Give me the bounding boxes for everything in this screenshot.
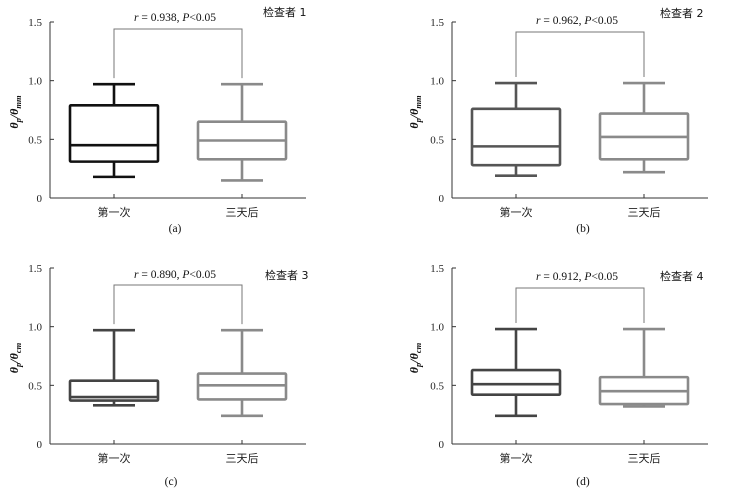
- y-tick-label: 0.5: [28, 134, 42, 146]
- significance-bracket: [113, 28, 243, 79]
- box-after-three-days: [196, 82, 288, 182]
- y-tick-label: 1.5: [28, 263, 42, 275]
- y-tick-label: 0.5: [430, 134, 444, 146]
- chart-panel-2: 0 0.5 1.0 1.5 第一次 三天后 θp/θmm r = 0.962, P<0.05 检…: [407, 6, 708, 235]
- examiner-label: 检查者 1: [263, 5, 307, 19]
- panel-label: (b): [576, 223, 590, 235]
- x-category-label: 第一次: [500, 451, 533, 465]
- correlation-annotation: r = 0.890, P<0.05: [134, 269, 216, 281]
- chart-panel-3: 0 0.5 1.0 1.5 第一次 三天后 θp/θcm r = 0.890, P<0.05 检…: [7, 263, 309, 488]
- y-tick-label: 1.5: [430, 17, 444, 29]
- correlation-annotation: r = 0.912, P<0.05: [536, 271, 618, 283]
- y-tick-label: 1.0: [430, 76, 444, 88]
- y-axis-label: θp/θmm: [407, 95, 423, 129]
- x-category-label: 第一次: [500, 205, 533, 219]
- iqr-box: [68, 379, 160, 402]
- y-tick-label: 1.0: [28, 322, 42, 334]
- correlation-annotation: r = 0.962, P<0.05: [536, 15, 618, 27]
- iqr-box: [470, 107, 562, 167]
- significance-bracket: [113, 284, 243, 325]
- examiner-label: 检查者 4: [660, 269, 704, 283]
- x-category-label: 三天后: [628, 452, 661, 465]
- y-axis-label: θp/θcm: [7, 342, 23, 373]
- x-category-label: 第一次: [98, 205, 131, 219]
- box-first: [470, 327, 562, 418]
- y-tick-label: 0: [439, 439, 445, 451]
- correlation-annotation: r = 0.938, P<0.05: [134, 12, 216, 24]
- y-axis-label: θp/θcm: [407, 342, 423, 373]
- x-category-label: 第一次: [98, 451, 131, 465]
- y-tick-label: 1.5: [430, 263, 444, 275]
- iqr-box: [470, 368, 562, 397]
- y-tick-label: 0.5: [28, 380, 42, 392]
- examiner-label: 检查者 2: [660, 6, 704, 20]
- panel-label: (a): [169, 223, 182, 235]
- y-tick-label: 0: [439, 193, 445, 205]
- x-category-label: 三天后: [226, 452, 259, 465]
- y-tick-label: 1.5: [28, 17, 42, 29]
- y-tick-label: 1.0: [430, 322, 444, 334]
- box-after-three-days: [598, 81, 690, 174]
- y-tick-label: 1.0: [28, 76, 42, 88]
- panel-label: (c): [165, 476, 178, 488]
- x-category-label: 三天后: [226, 206, 259, 219]
- box-first: [470, 81, 562, 178]
- box-first: [68, 82, 160, 179]
- significance-bracket: [515, 287, 645, 324]
- box-after-three-days: [598, 327, 690, 408]
- y-tick-label: 0: [37, 439, 43, 451]
- y-tick-label: 0.5: [430, 380, 444, 392]
- chart-panel-1: 0 0.5 1.0 1.5 第一次 三天后 θp/θmm r = 0.938, P<0.05 检…: [7, 5, 307, 235]
- x-category-label: 三天后: [628, 206, 661, 219]
- box-first: [68, 328, 160, 407]
- panel-label: (d): [576, 476, 590, 488]
- y-axis-label: θp/θmm: [7, 95, 23, 129]
- y-tick-label: 0: [37, 193, 43, 205]
- chart-panel-4: 0 0.5 1.0 1.5 第一次 三天后 θp/θcm r = 0.912, P<0.05 检…: [407, 263, 708, 488]
- box-after-three-days: [196, 328, 288, 418]
- significance-bracket: [515, 31, 645, 78]
- iqr-box: [68, 104, 160, 163]
- examiner-label: 检查者 3: [265, 268, 309, 282]
